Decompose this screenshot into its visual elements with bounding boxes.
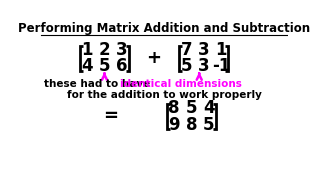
- Text: +: +: [146, 49, 161, 67]
- Text: 2: 2: [99, 41, 110, 59]
- Text: Performing Matrix Addition and Subtraction: Performing Matrix Addition and Subtracti…: [18, 22, 310, 35]
- Text: 4: 4: [81, 57, 93, 75]
- Text: 5: 5: [186, 99, 197, 117]
- Text: 5: 5: [180, 57, 192, 75]
- Text: 3: 3: [198, 57, 210, 75]
- Text: -1: -1: [212, 57, 230, 75]
- Text: 3: 3: [116, 41, 128, 59]
- Text: =: =: [103, 107, 118, 125]
- Text: 5: 5: [203, 116, 214, 134]
- Text: 3: 3: [198, 41, 210, 59]
- Text: identical dimensions: identical dimensions: [120, 79, 242, 89]
- Text: 4: 4: [203, 99, 214, 117]
- Text: 6: 6: [116, 57, 128, 75]
- Text: 1: 1: [81, 41, 93, 59]
- Text: 8: 8: [168, 99, 180, 117]
- Text: for the addition to work properly: for the addition to work properly: [67, 90, 261, 100]
- Text: 5: 5: [99, 57, 110, 75]
- Text: 1: 1: [215, 41, 227, 59]
- Text: 8: 8: [186, 116, 197, 134]
- Text: these had to have: these had to have: [44, 79, 154, 89]
- Text: 7: 7: [180, 41, 192, 59]
- Text: 9: 9: [168, 116, 180, 134]
